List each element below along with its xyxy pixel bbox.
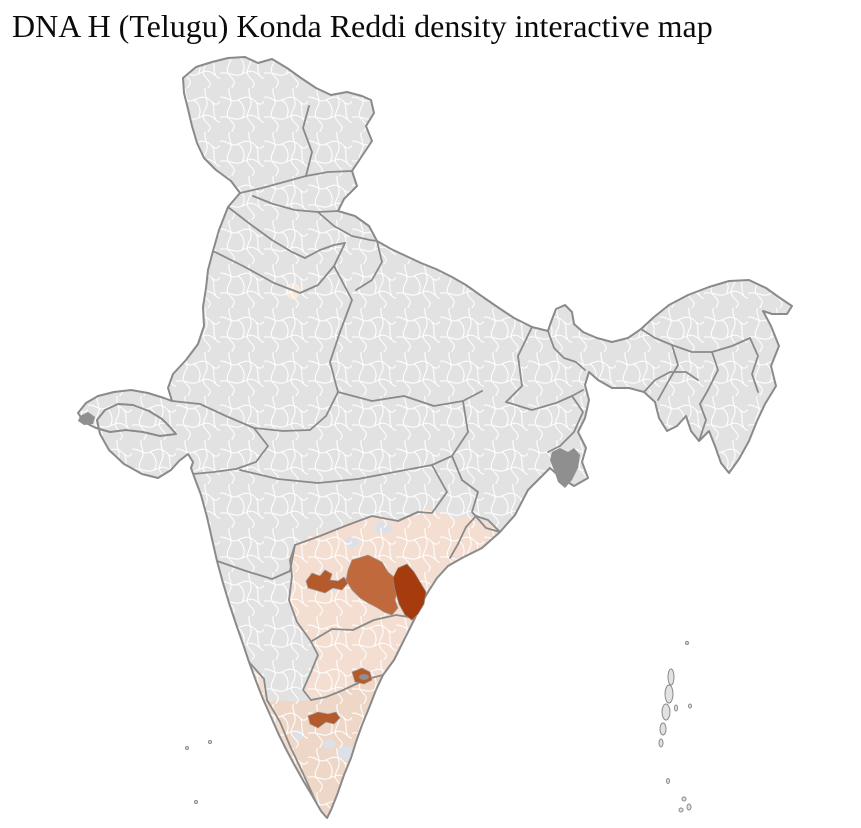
district-dark-sundarbans[interactable] [550, 448, 580, 488]
pulicat-lake [359, 674, 369, 680]
kutch-marsh-patch [78, 412, 95, 425]
page-title: DNA H (Telugu) Konda Reddi density inter… [12, 8, 713, 44]
district-high-east-godavari[interactable] [392, 563, 427, 621]
highlighted-districts [78, 412, 580, 729]
state-borders [171, 105, 759, 808]
lakshadweep-islands[interactable] [185, 740, 212, 804]
district-medium-warangal[interactable] [305, 569, 349, 594]
andaman-nicobar-islands[interactable] [658, 641, 692, 813]
district-medium-tiruvannamalai[interactable] [307, 711, 341, 729]
district-bluegray[interactable] [356, 764, 370, 776]
district-medium-khammam-west-godavari[interactable] [345, 554, 399, 616]
